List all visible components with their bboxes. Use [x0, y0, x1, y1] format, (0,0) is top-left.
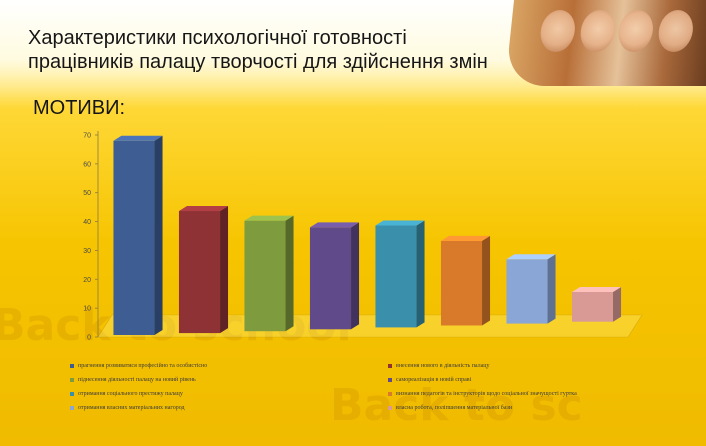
legend-item: визнання педагогів та інструкторів щодо …	[388, 391, 577, 397]
y-tick-label: 40	[83, 219, 91, 226]
bar-front	[178, 211, 221, 334]
legend-item: власна робота, поліпшення матеріальної б…	[388, 405, 512, 411]
slide-title-line-1: Характеристики психологічної готовності	[28, 27, 407, 49]
bar-side	[220, 206, 229, 334]
y-tick-label: 70	[83, 133, 91, 140]
legend-label: самореалізація в новій справі	[396, 377, 472, 383]
legend-item: отримання соціального престижу палацу	[70, 391, 183, 397]
bar-side	[154, 135, 163, 335]
legend-label: визнання педагогів та інструкторів щодо …	[396, 391, 577, 397]
legend-item: прагнення розвиватися професійно та особ…	[70, 363, 207, 369]
chart-legend: прагнення розвиватися професійно та особ…	[70, 363, 690, 433]
bar-front	[440, 240, 483, 326]
bar-side	[285, 215, 294, 332]
legend-label: прагнення розвиватися професійно та особ…	[78, 363, 208, 369]
background-watermark: Back to sc	[330, 380, 583, 431]
y-tick-label: 20	[83, 277, 91, 284]
slide-title-line-2: працівників палацу творчості для здійсне…	[28, 51, 488, 73]
y-tick-label: 60	[83, 161, 91, 168]
y-tick-label: 0	[87, 335, 91, 342]
legend-swatch	[388, 378, 392, 382]
bar-top	[244, 215, 294, 221]
bar-top	[506, 254, 556, 260]
y-tick-label: 30	[83, 248, 91, 255]
bar-front	[113, 140, 155, 335]
bar-front	[244, 220, 286, 332]
y-tick-label: 50	[83, 190, 91, 197]
section-heading: МОТИВИ:	[33, 97, 126, 119]
legend-swatch	[70, 392, 74, 396]
bar-front	[309, 227, 352, 330]
legend-swatch	[388, 392, 392, 396]
legend-label: отримання власних матеріальних нагород	[78, 405, 185, 411]
legend-item: самореалізація в новій справі	[388, 377, 471, 383]
bar-top	[113, 135, 163, 141]
legend-item: піднесення діяльності палацу на новий рі…	[70, 377, 196, 383]
legend-swatch	[70, 378, 74, 382]
legend-label: внесення нового в діяльність палацу	[396, 363, 490, 369]
bar-front	[571, 291, 614, 322]
legend-swatch	[70, 364, 74, 368]
bar-top	[375, 220, 425, 226]
bar-top	[571, 286, 622, 292]
bar-side	[351, 222, 360, 330]
slide-title: Характеристики психологічної готовності …	[28, 26, 588, 74]
bar-top	[309, 222, 360, 228]
legend-label: власна робота, поліпшення матеріальної б…	[396, 405, 513, 411]
bar-side	[416, 220, 425, 328]
legend-label: піднесення діяльності палацу на новий рі…	[78, 377, 196, 383]
y-tick-label: 10	[83, 306, 91, 313]
bar-front	[506, 259, 548, 324]
legend-swatch	[388, 406, 392, 410]
legend-swatch	[388, 364, 392, 368]
bar-side	[547, 254, 556, 324]
legend-swatch	[70, 406, 74, 410]
bar-side	[613, 286, 622, 322]
bar-top	[440, 235, 491, 241]
bar-top	[178, 206, 229, 212]
legend-item: внесення нового в діяльність палацу	[388, 363, 490, 369]
bar-front	[375, 225, 417, 328]
chart-floor	[97, 314, 643, 338]
legend-item: отримання власних матеріальних нагород	[70, 405, 185, 411]
bar-side	[482, 235, 491, 326]
legend-label: отримання соціального престижу палацу	[78, 391, 183, 397]
